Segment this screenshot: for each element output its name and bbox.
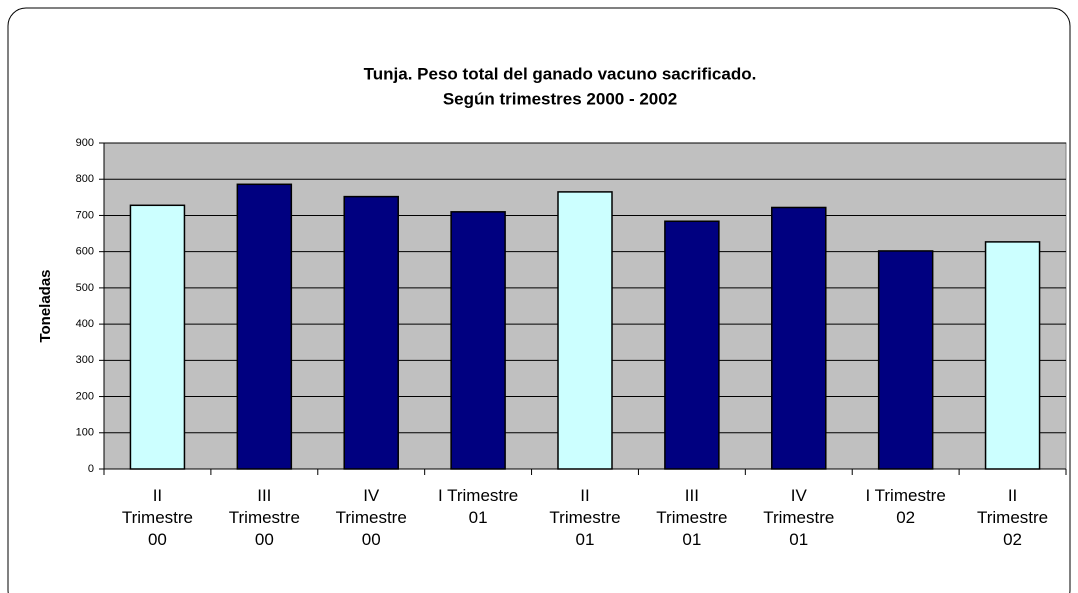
x-tick-label: IV Trimestre 00	[335, 486, 407, 549]
y-tick-label: 0	[88, 463, 94, 475]
bar	[343, 195, 399, 470]
x-tick-label: III Trimestre 00	[228, 486, 300, 549]
y-tick-label: 300	[76, 354, 94, 366]
x-tick-label: II Trimestre 01	[549, 486, 621, 549]
y-tick-label: 700	[76, 209, 94, 221]
bar	[984, 241, 1041, 470]
x-tick-label: II Trimestre 02	[976, 486, 1049, 549]
y-tick-label: 100	[76, 427, 94, 439]
chart-title: Tunja. Peso total del ganado vacuno sacr…	[364, 64, 757, 83]
bar	[129, 204, 186, 470]
bar	[771, 206, 827, 470]
bar	[557, 191, 613, 470]
y-tick-label: 800	[76, 173, 94, 185]
bar	[877, 250, 934, 470]
y-tick-label: 200	[76, 390, 94, 402]
x-tick-label: II Trimestre 00	[121, 486, 194, 549]
y-axis-label: Toneladas	[37, 269, 54, 342]
chart-subtitle: Según trimestres 2000 - 2002	[443, 89, 677, 108]
y-tick-label: 900	[76, 137, 94, 149]
x-tick-label: I Trimestre 02	[865, 486, 946, 527]
bar	[236, 183, 293, 470]
x-tick-label: I Trimestre 01	[437, 486, 519, 527]
y-tick-label: 600	[76, 246, 94, 258]
y-tick-label: 400	[76, 318, 94, 330]
y-tick-label: 500	[76, 282, 94, 294]
x-tick-label: IV Trimestre 01	[763, 486, 835, 549]
bar	[664, 220, 720, 470]
bar	[450, 211, 506, 470]
x-tick-label: III Trimestre 01	[656, 486, 728, 549]
